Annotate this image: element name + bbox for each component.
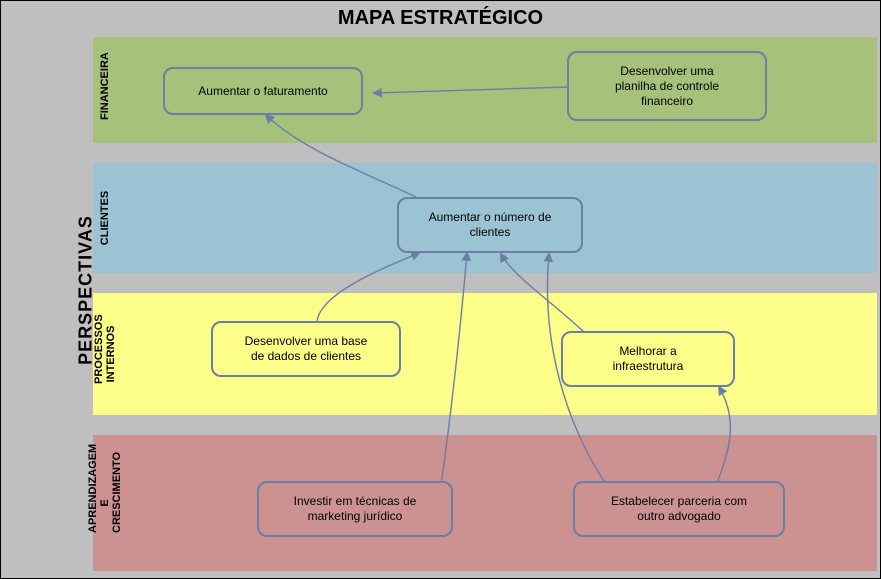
node-infra: Melhorar a infraestrutura — [561, 331, 735, 387]
node-marketing: Investir em técnicas de marketing jurídi… — [257, 481, 453, 537]
band-label-processos: PROCESSOS INTERNOS — [93, 324, 117, 384]
node-clientes_num: Aumentar o número de clientes — [397, 197, 583, 253]
page-title: MAPA ESTRATÉGICO — [1, 7, 880, 30]
strategic-map-stage: MAPA ESTRATÉGICO PERSPECTIVAS FINANCEIRA… — [0, 0, 881, 579]
band-label-aprendizagem: APRENDIZAGEM E CRESCIMENTO — [87, 473, 123, 533]
node-planilha: Desenvolver uma planilha de controle fin… — [567, 51, 767, 121]
band-label-clientes: CLIENTES — [99, 188, 111, 248]
node-base_dados: Desenvolver uma base de dados de cliente… — [211, 321, 401, 377]
node-parceria: Estabelecer parceria com outro advogado — [573, 481, 785, 537]
node-faturamento: Aumentar o faturamento — [163, 67, 363, 115]
band-label-financeira: FINANCEIRA — [99, 60, 111, 120]
